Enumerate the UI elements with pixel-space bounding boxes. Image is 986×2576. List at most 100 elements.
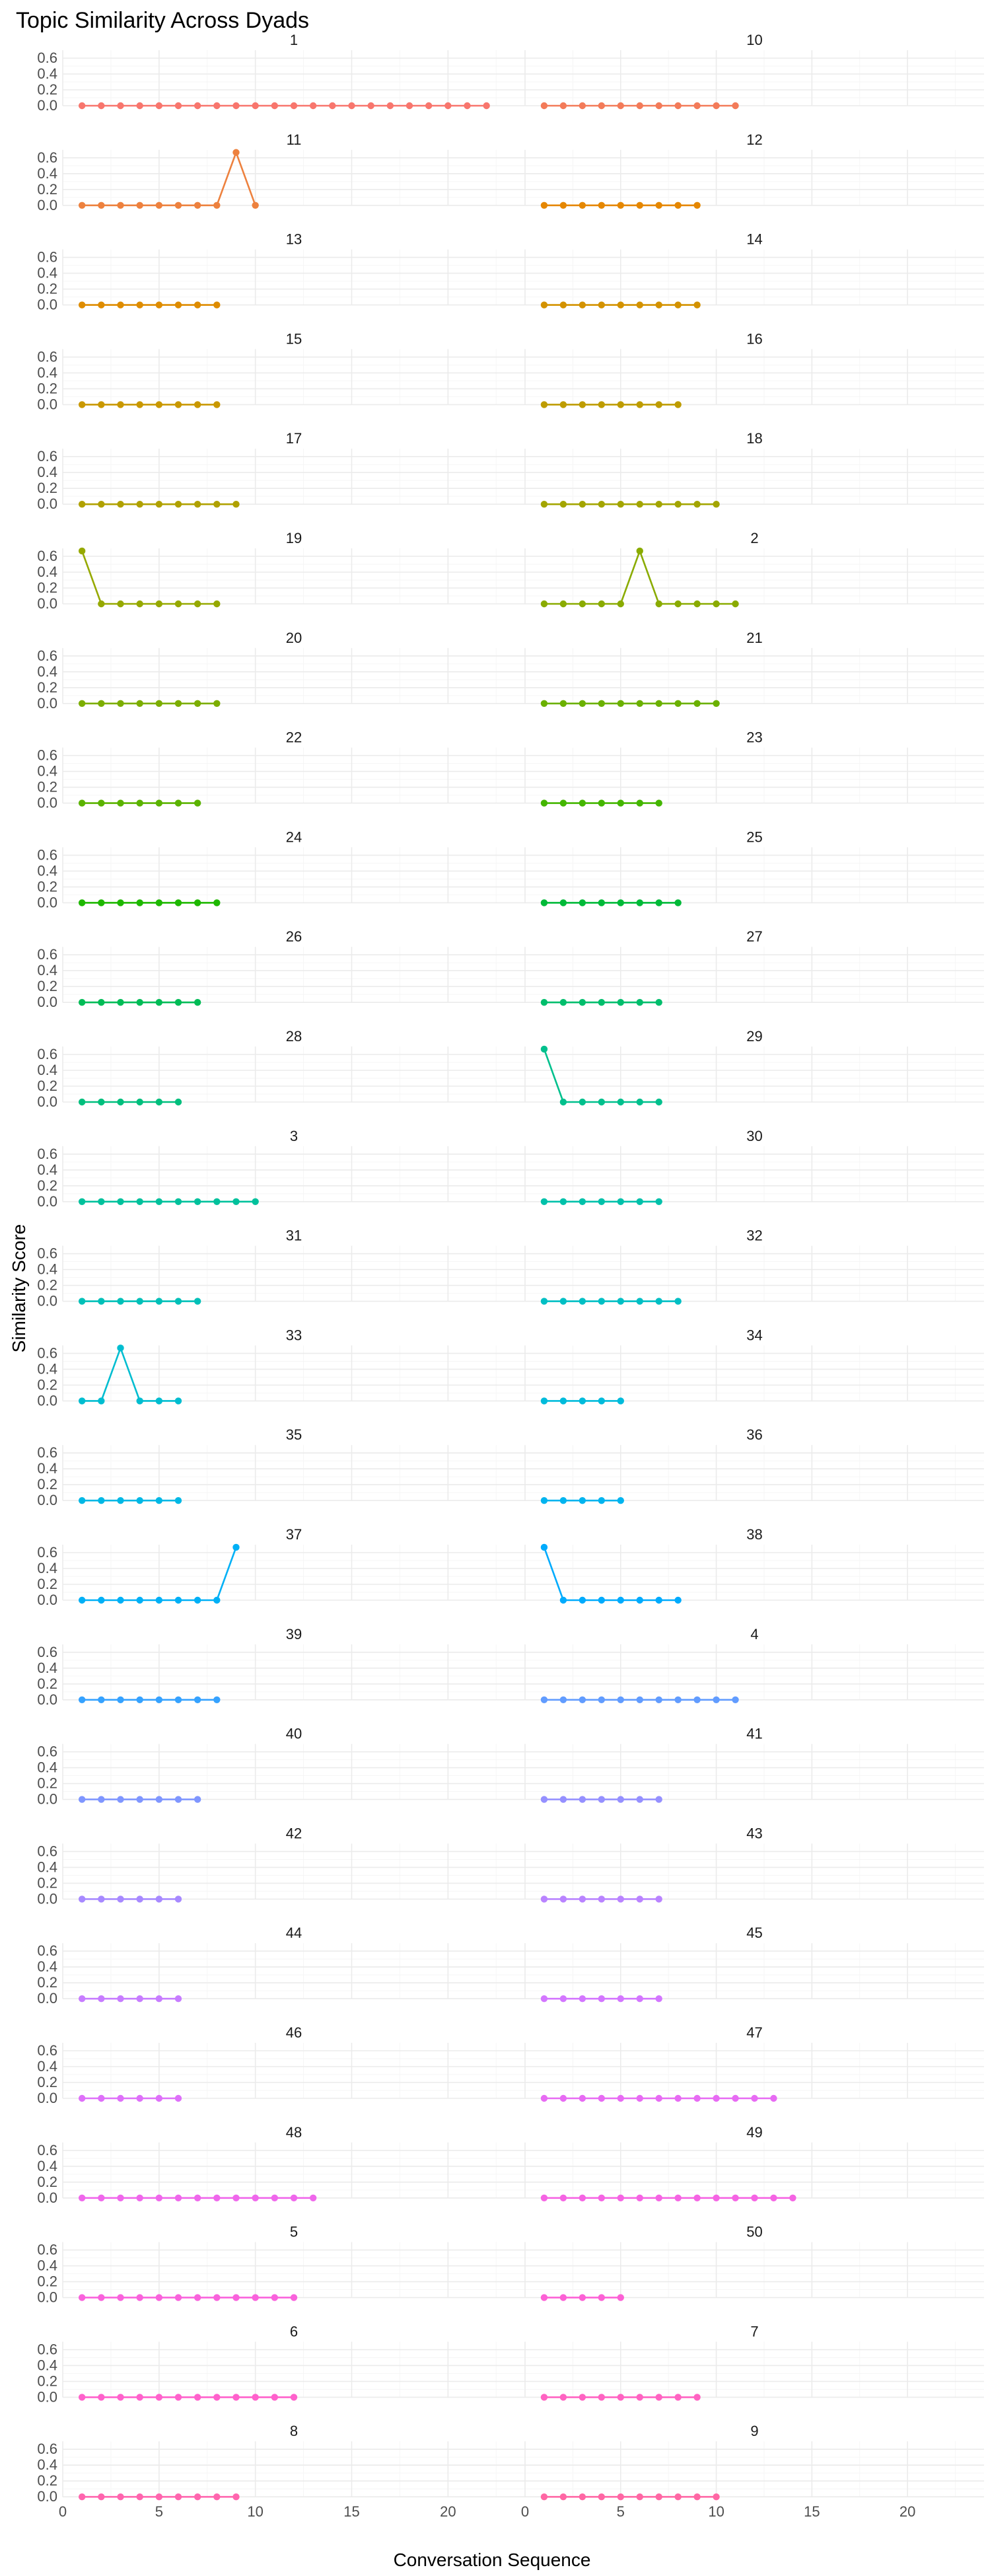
y-tick-label: 0.6 xyxy=(37,1146,57,1162)
data-point xyxy=(174,2094,182,2102)
data-point xyxy=(98,999,105,1006)
data-point xyxy=(579,600,586,608)
data-point xyxy=(540,1796,548,1803)
data-point xyxy=(579,1796,586,1803)
data-point xyxy=(174,1298,182,1305)
data-point xyxy=(155,301,163,309)
data-point xyxy=(155,700,163,708)
data-point xyxy=(693,2094,701,2102)
data-point xyxy=(213,102,221,110)
y-tick-label: 0.0 xyxy=(37,2488,57,2505)
data-point xyxy=(98,1895,105,1903)
data-point xyxy=(98,1497,105,1504)
facet-panel: 44 0.00.20.40.6 xyxy=(37,1925,525,2006)
y-tick-label: 0.6 xyxy=(37,2142,57,2158)
y-tick-label: 0.2 xyxy=(37,181,57,198)
facet-panel: 5 0.00.20.40.6 xyxy=(37,2224,525,2306)
data-point xyxy=(559,2194,567,2201)
series-line xyxy=(82,149,256,207)
data-point xyxy=(252,2394,259,2401)
data-point xyxy=(598,1198,606,1206)
facet-strip-label: 10 xyxy=(746,32,762,48)
x-tick-label: 15 xyxy=(343,2503,359,2520)
y-tick-label: 0.4 xyxy=(37,265,57,281)
facet-panel: 45 xyxy=(524,1925,984,2003)
data-point xyxy=(617,1596,624,1604)
data-point xyxy=(579,2094,586,2102)
y-tick-label: 0.6 xyxy=(37,448,57,464)
y-tick-label: 0.6 xyxy=(37,1344,57,1361)
facet-panel: 13 0.00.20.40.6 xyxy=(37,231,525,313)
y-tick-label: 0.6 xyxy=(37,1444,57,1461)
data-point xyxy=(329,102,336,110)
facet-panel: 11 0.00.20.40.6 xyxy=(37,131,525,213)
y-tick-label: 0.0 xyxy=(37,1392,57,1409)
data-point xyxy=(309,2194,317,2201)
data-point xyxy=(598,1895,606,1903)
data-point xyxy=(636,501,643,508)
data-point xyxy=(213,1596,221,1604)
data-point xyxy=(155,2493,163,2501)
data-point xyxy=(194,1198,201,1206)
data-point xyxy=(78,700,86,708)
data-point xyxy=(174,1995,182,2003)
data-point xyxy=(636,2194,643,2201)
data-point xyxy=(252,102,259,110)
data-point xyxy=(155,1198,163,1206)
data-point xyxy=(483,102,490,110)
data-point xyxy=(540,202,548,209)
data-point xyxy=(617,1995,624,2003)
y-tick-label: 0.6 xyxy=(37,2042,57,2059)
data-point xyxy=(540,1497,548,1504)
data-point xyxy=(559,401,567,408)
data-point xyxy=(598,799,606,807)
data-point xyxy=(136,1895,143,1903)
data-point xyxy=(559,1596,567,1604)
facet-strip-label: 37 xyxy=(286,1526,302,1543)
facet-strip-label: 20 xyxy=(286,630,302,646)
data-point xyxy=(617,1298,624,1305)
data-point xyxy=(174,1397,182,1405)
facet-strip-label: 30 xyxy=(746,1128,762,1144)
facet-strip-label: 46 xyxy=(286,2024,302,2041)
data-point xyxy=(579,1098,586,1106)
data-point xyxy=(579,1497,586,1504)
data-point xyxy=(98,301,105,309)
data-point xyxy=(598,501,606,508)
data-point xyxy=(617,999,624,1006)
data-point xyxy=(617,600,624,608)
data-point xyxy=(655,1298,662,1305)
data-point xyxy=(98,1397,105,1405)
facet-panel: 16 xyxy=(524,330,984,408)
y-tick-label: 0.0 xyxy=(37,197,57,213)
data-point xyxy=(598,1298,606,1305)
facet-panel: 46 0.00.20.40.6 xyxy=(37,2024,525,2106)
data-point xyxy=(98,1796,105,1803)
facet-strip-label: 25 xyxy=(746,828,762,845)
y-tick-label: 0.2 xyxy=(37,779,57,795)
data-point xyxy=(636,401,643,408)
data-point xyxy=(98,1995,105,2003)
data-point xyxy=(598,1098,606,1106)
data-point xyxy=(155,102,163,110)
y-tick-label: 0.4 xyxy=(37,464,57,480)
facet-panel: 38 xyxy=(524,1526,984,1604)
data-point xyxy=(655,1198,662,1206)
y-tick-label: 0.0 xyxy=(37,795,57,811)
data-point xyxy=(674,202,682,209)
x-tick-label: 5 xyxy=(155,2503,163,2520)
y-axis-title: Similarity Score xyxy=(9,1224,29,1352)
data-point xyxy=(617,700,624,708)
data-point xyxy=(655,1796,662,1803)
facet-strip-label: 35 xyxy=(286,1426,302,1443)
data-point xyxy=(136,2094,143,2102)
facet-panel: 21 xyxy=(524,630,984,708)
data-point xyxy=(155,1895,163,1903)
data-point xyxy=(78,301,86,309)
data-point xyxy=(617,2294,624,2301)
data-point xyxy=(559,700,567,708)
facet-strip-label: 8 xyxy=(290,2423,298,2439)
data-point xyxy=(579,2194,586,2201)
facet-strip-label: 9 xyxy=(750,2423,758,2439)
data-point xyxy=(693,301,701,309)
